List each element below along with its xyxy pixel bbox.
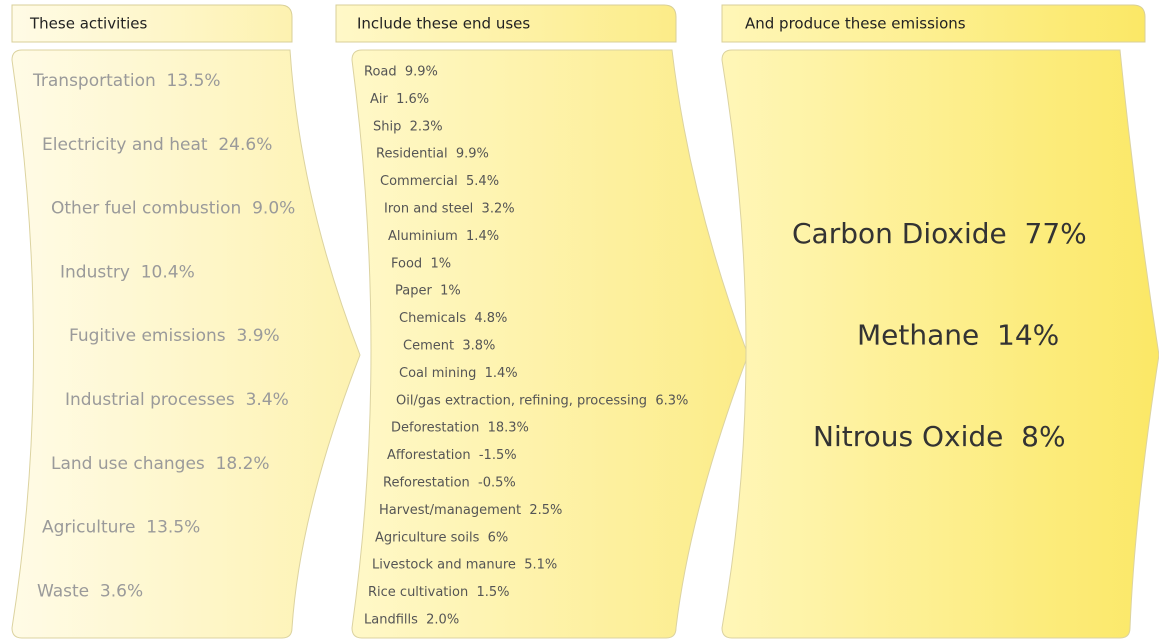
item-label: Agriculture 13.5% [42,518,200,538]
item-label: Commercial 5.4% [380,174,499,189]
item-label: Oil/gas extraction, refining, processing… [396,393,688,408]
item-label: Afforestation -1.5% [387,448,517,463]
item-label: Methane 14% [857,319,1059,352]
header-tab [721,4,1146,43]
item-label: Industrial processes 3.4% [65,390,289,410]
item-label: Food 1% [391,256,451,271]
header-tab [11,4,293,43]
item-label: Nitrous Oxide 8% [813,420,1066,453]
item-label: Chemicals 4.8% [399,311,507,326]
chevron [11,49,361,639]
header-tabs [11,4,1146,43]
item-label: Transportation 13.5% [32,71,221,91]
item-label: Iron and steel 3.2% [384,202,515,217]
header-tab [335,4,677,43]
item-label: Ship 2.3% [373,119,443,134]
item-label: Land use changes 18.2% [51,454,270,474]
item-label: Aluminium 1.4% [388,229,499,244]
item-label: Agriculture soils 6% [375,530,508,545]
chevrons [11,49,1159,639]
item-label: Coal mining 1.4% [399,366,518,381]
chevron [721,49,1159,639]
column-header: And produce these emissions [745,15,966,33]
item-label: Livestock and manure 5.1% [372,558,557,573]
item-label: Harvest/management 2.5% [379,503,562,518]
item-label: Carbon Dioxide 77% [792,217,1087,250]
item-label: Industry 10.4% [60,262,195,282]
item-label: Other fuel combustion 9.0% [51,199,295,219]
item-label: Residential 9.9% [376,147,489,162]
item-label: Waste 3.6% [37,581,143,601]
chevron [351,49,749,639]
item-label: Landfills 2.0% [364,613,459,628]
item-label: Reforestation -0.5% [383,476,516,491]
item-label: Paper 1% [395,284,461,299]
column-header: These activities [29,15,148,33]
items: Transportation 13.5% Electricity and heat… [32,65,1087,628]
item-label: Fugitive emissions 3.9% [69,326,280,346]
column-header: Include these end uses [357,15,530,33]
item-label: Air 1.6% [370,92,429,107]
item-label: Road 9.9% [364,65,438,80]
item-label: Deforestation 18.3% [391,421,529,436]
item-label: Electricity and heat 24.6% [42,135,272,155]
item-label: Cement 3.8% [403,339,495,354]
item-label: Rice cultivation 1.5% [368,585,509,600]
